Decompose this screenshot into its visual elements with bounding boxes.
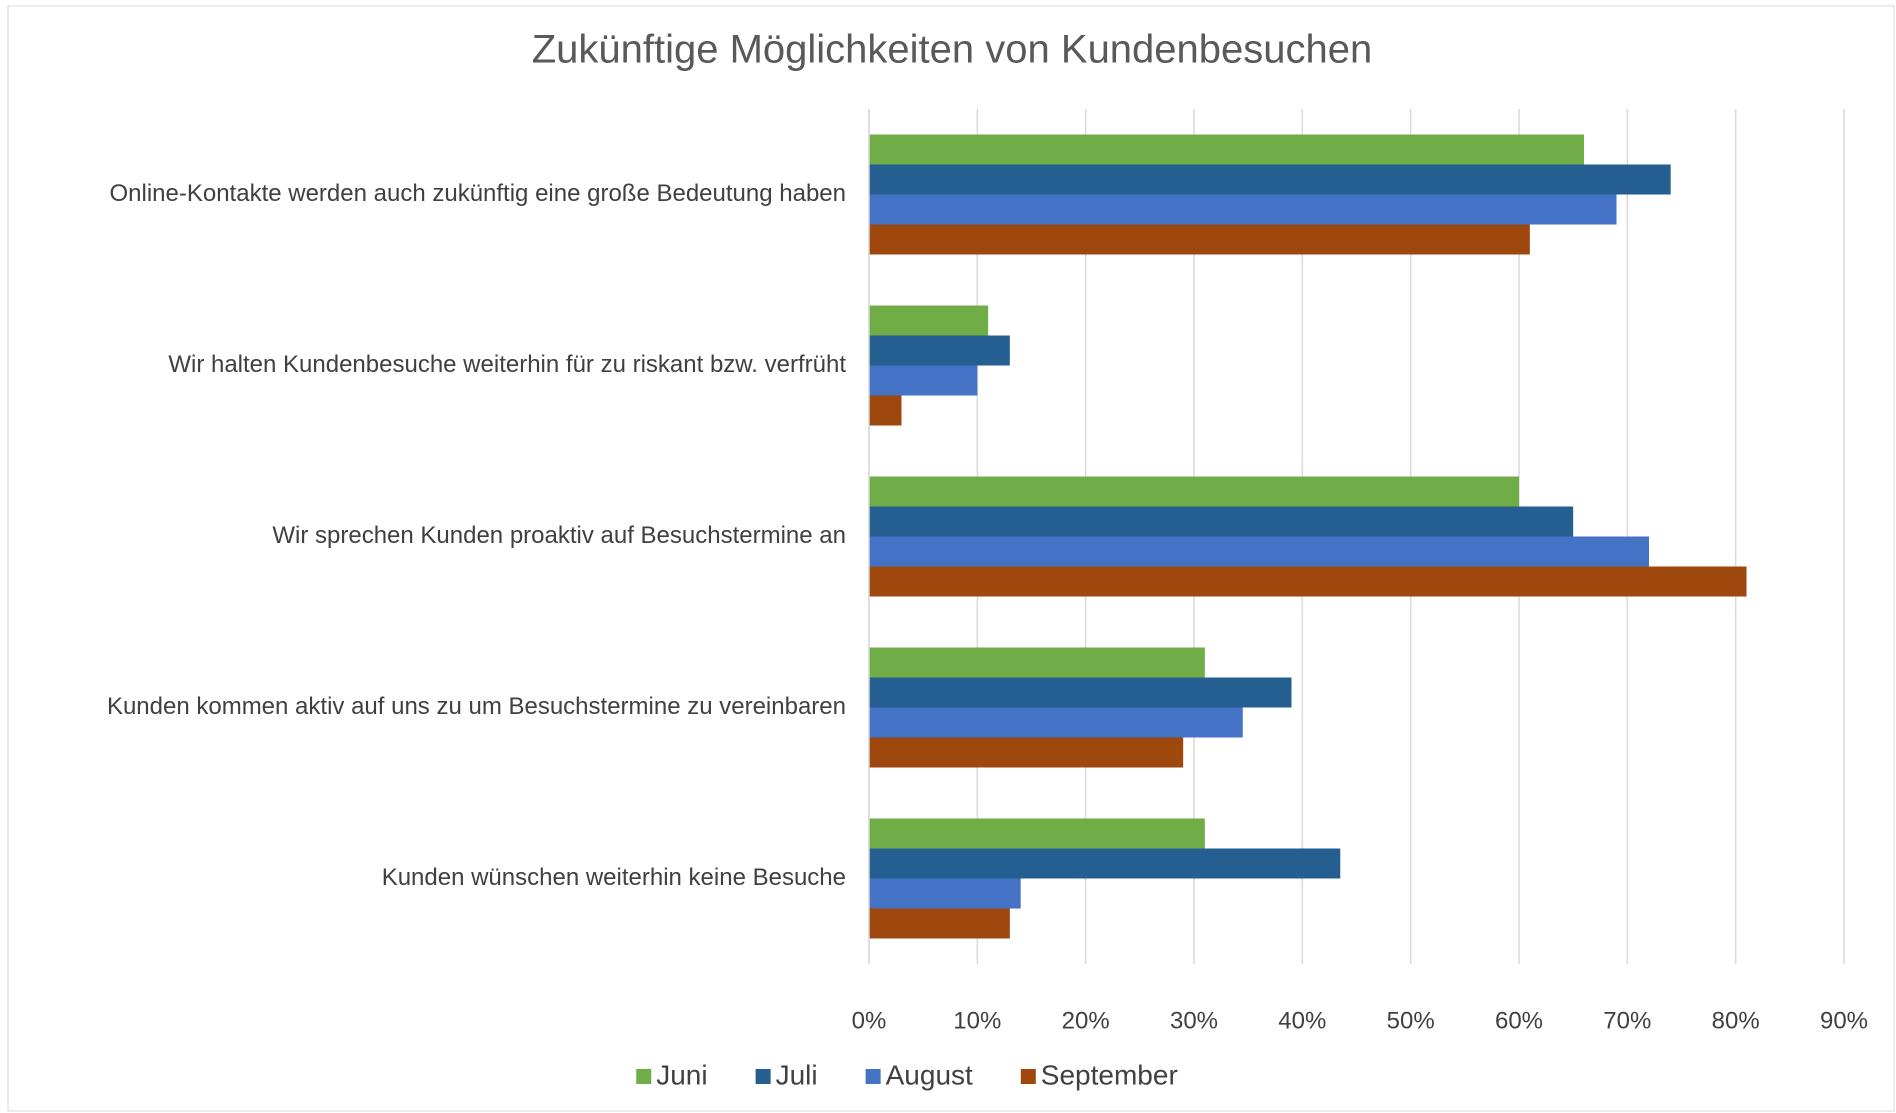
chart-title: Zukünftige Möglichkeiten von Kundenbesuc… xyxy=(532,28,1373,72)
bar xyxy=(869,224,1530,255)
x-tick-label: 10% xyxy=(953,1007,1001,1034)
x-tick-label: 80% xyxy=(1712,1007,1760,1034)
y-tick-label: Kunden kommen aktiv auf uns zu um Besuch… xyxy=(107,693,846,720)
x-tick-label: 90% xyxy=(1820,1007,1868,1034)
bar xyxy=(869,737,1184,768)
legend-swatch xyxy=(636,1069,652,1084)
legend-label: September xyxy=(1041,1059,1178,1090)
bar xyxy=(869,506,1574,537)
bar xyxy=(869,476,1519,507)
chart-border xyxy=(7,5,1895,1112)
bar xyxy=(869,647,1205,678)
legend-swatch xyxy=(755,1069,771,1084)
bar xyxy=(869,305,989,336)
bar xyxy=(869,536,1649,567)
legend-label: Juni xyxy=(656,1059,707,1090)
x-tick-label: 50% xyxy=(1387,1007,1435,1034)
bar xyxy=(869,134,1584,165)
bar xyxy=(869,566,1747,597)
legend-label: Juli xyxy=(776,1059,818,1090)
x-tick-label: 70% xyxy=(1603,1007,1651,1034)
legend-swatch xyxy=(865,1069,881,1084)
y-tick-label: Wir sprechen Kunden proaktiv auf Besuchs… xyxy=(272,522,846,549)
x-tick-label: 60% xyxy=(1495,1007,1543,1034)
bar xyxy=(869,164,1671,195)
bar xyxy=(869,194,1617,225)
bar xyxy=(869,908,1010,939)
bar xyxy=(869,395,902,426)
legend-swatch xyxy=(1020,1069,1036,1084)
legend-label: August xyxy=(886,1059,973,1090)
y-tick-label: Online-Kontakte werden auch zukünftig ei… xyxy=(109,180,846,207)
bar xyxy=(869,707,1243,738)
y-tick-label: Kunden wünschen weiterhin keine Besuche xyxy=(382,864,846,891)
bar xyxy=(869,818,1205,849)
y-tick-label: Wir halten Kundenbesuche weiterhin für z… xyxy=(168,351,846,378)
x-tick-label: 0% xyxy=(852,1007,887,1034)
x-tick-label: 30% xyxy=(1170,1007,1218,1034)
bar xyxy=(869,878,1021,909)
bar xyxy=(869,848,1341,879)
x-tick-label: 40% xyxy=(1278,1007,1326,1034)
x-tick-label: 20% xyxy=(1062,1007,1110,1034)
bar xyxy=(869,335,1010,366)
bar xyxy=(869,365,978,396)
bar xyxy=(869,677,1292,708)
